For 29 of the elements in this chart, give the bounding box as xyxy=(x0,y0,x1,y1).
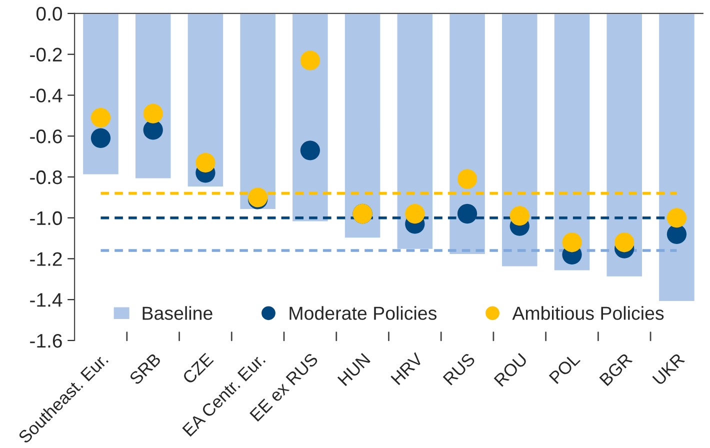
point xyxy=(457,204,478,224)
point xyxy=(510,206,530,226)
y-tick-label: -0.2 xyxy=(30,48,62,62)
y-tick-label: 0.0 xyxy=(36,6,62,21)
y-tick-label: -0.4 xyxy=(30,88,62,102)
point xyxy=(666,208,687,228)
y-tick-label: -1.4 xyxy=(30,293,62,307)
y-tick-label: -1.2 xyxy=(30,252,62,266)
x-tick-label: POL xyxy=(548,352,581,384)
y-tick-label: -0.6 xyxy=(30,130,62,144)
y-tick-label: -0.8 xyxy=(30,170,62,184)
y-tick-label: -1.0 xyxy=(30,211,62,226)
point xyxy=(90,108,111,128)
legend-label: Ambitious Policies xyxy=(512,306,664,320)
point xyxy=(196,152,216,172)
point xyxy=(562,232,582,252)
point xyxy=(143,120,163,140)
point xyxy=(143,104,163,124)
point xyxy=(666,224,687,244)
point xyxy=(90,128,111,148)
point xyxy=(300,50,320,70)
legend-label: Moderate Policies xyxy=(290,306,437,320)
point xyxy=(457,169,478,189)
point xyxy=(614,232,634,252)
point xyxy=(405,204,425,224)
point xyxy=(300,140,320,160)
x-tick-label: CZE xyxy=(182,352,214,385)
y-tick-label: -1.6 xyxy=(30,334,62,348)
legend-label: Baseline xyxy=(142,306,212,320)
